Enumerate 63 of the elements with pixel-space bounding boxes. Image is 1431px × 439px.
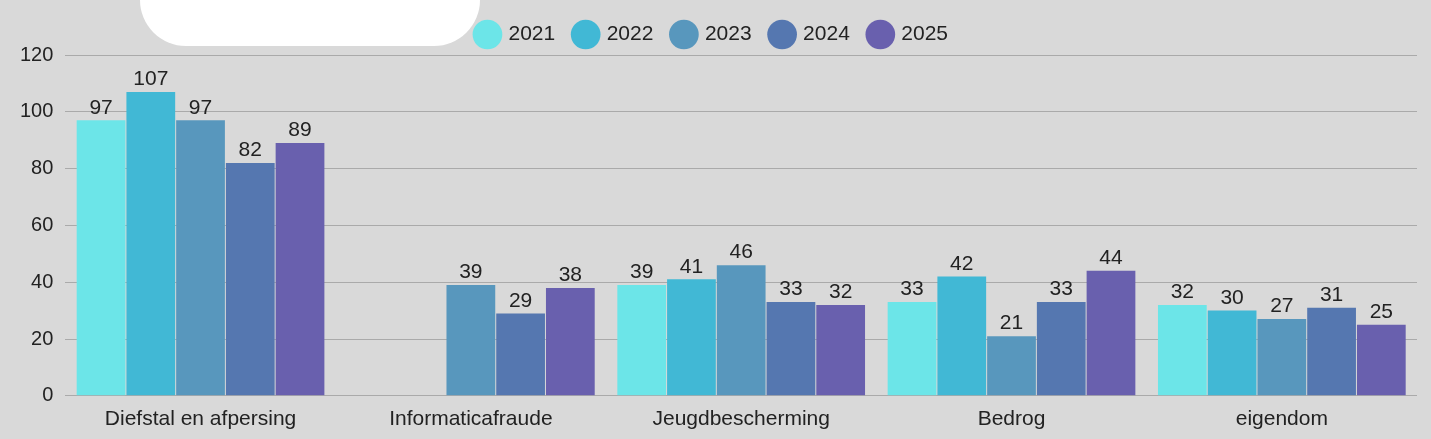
x-tick-label: eigendom — [1235, 406, 1328, 430]
data-label: 39 — [459, 259, 483, 283]
data-label: 32 — [1170, 279, 1195, 303]
bar — [937, 276, 987, 396]
bar — [126, 91, 176, 396]
bar — [225, 162, 275, 396]
data-label: 32 — [828, 279, 853, 303]
bar — [617, 285, 667, 396]
bar — [816, 304, 866, 396]
bar — [496, 313, 545, 396]
data-label: 89 — [288, 117, 312, 141]
y-tick-label: 100 — [19, 99, 54, 122]
data-label: 41 — [679, 253, 704, 277]
bar — [1157, 304, 1207, 396]
x-tick-label: Diefstal en afpersing — [104, 406, 297, 430]
bar — [887, 302, 937, 396]
y-tick-label: 80 — [31, 156, 54, 179]
bar — [446, 285, 496, 396]
y-tick-label: 120 — [19, 42, 54, 65]
y-tick-label: 0 — [42, 383, 54, 406]
data-label: 21 — [999, 310, 1024, 334]
data-label: 97 — [188, 94, 213, 118]
y-tick-label: 40 — [31, 269, 54, 292]
bar — [1257, 319, 1307, 396]
legend-label: 2025 — [901, 21, 949, 45]
data-label: 31 — [1319, 282, 1344, 306]
bar — [1086, 270, 1136, 396]
data-label: 38 — [558, 262, 583, 286]
bar — [987, 336, 1036, 396]
bar — [176, 120, 225, 396]
data-label: 30 — [1220, 284, 1244, 308]
y-tick-label: 60 — [31, 212, 54, 235]
bar — [716, 265, 766, 396]
x-tick-label: Jeugdbescherming — [652, 406, 830, 430]
data-label: 82 — [238, 137, 262, 161]
data-label: 97 — [89, 94, 113, 118]
bar — [1207, 310, 1257, 396]
data-label: 33 — [900, 276, 924, 300]
data-label: 29 — [508, 287, 533, 311]
x-tick-label: Bedrog — [977, 406, 1046, 430]
bar — [275, 143, 325, 396]
data-label: 44 — [1099, 245, 1123, 269]
bar — [667, 279, 716, 396]
data-label: 42 — [950, 250, 974, 274]
legend-label: 2023 — [704, 21, 752, 45]
data-label: 33 — [1049, 276, 1073, 300]
x-tick-label: Informaticafraude — [389, 406, 553, 430]
legend-label: 2022 — [606, 21, 654, 45]
legend-label: 2024 — [803, 21, 851, 45]
bar — [1356, 324, 1406, 396]
y-tick-label: 20 — [31, 326, 54, 349]
data-label: 46 — [729, 239, 753, 263]
data-label: 33 — [779, 276, 803, 300]
bar — [76, 120, 126, 396]
data-label: 25 — [1369, 299, 1393, 323]
bar — [1307, 307, 1356, 396]
bar — [1036, 302, 1086, 396]
data-label: 27 — [1270, 293, 1294, 317]
legend-label: 2021 — [508, 21, 556, 45]
data-label: 107 — [133, 66, 169, 90]
data-label: 39 — [630, 259, 654, 283]
bar — [766, 302, 816, 396]
bar — [545, 287, 595, 396]
